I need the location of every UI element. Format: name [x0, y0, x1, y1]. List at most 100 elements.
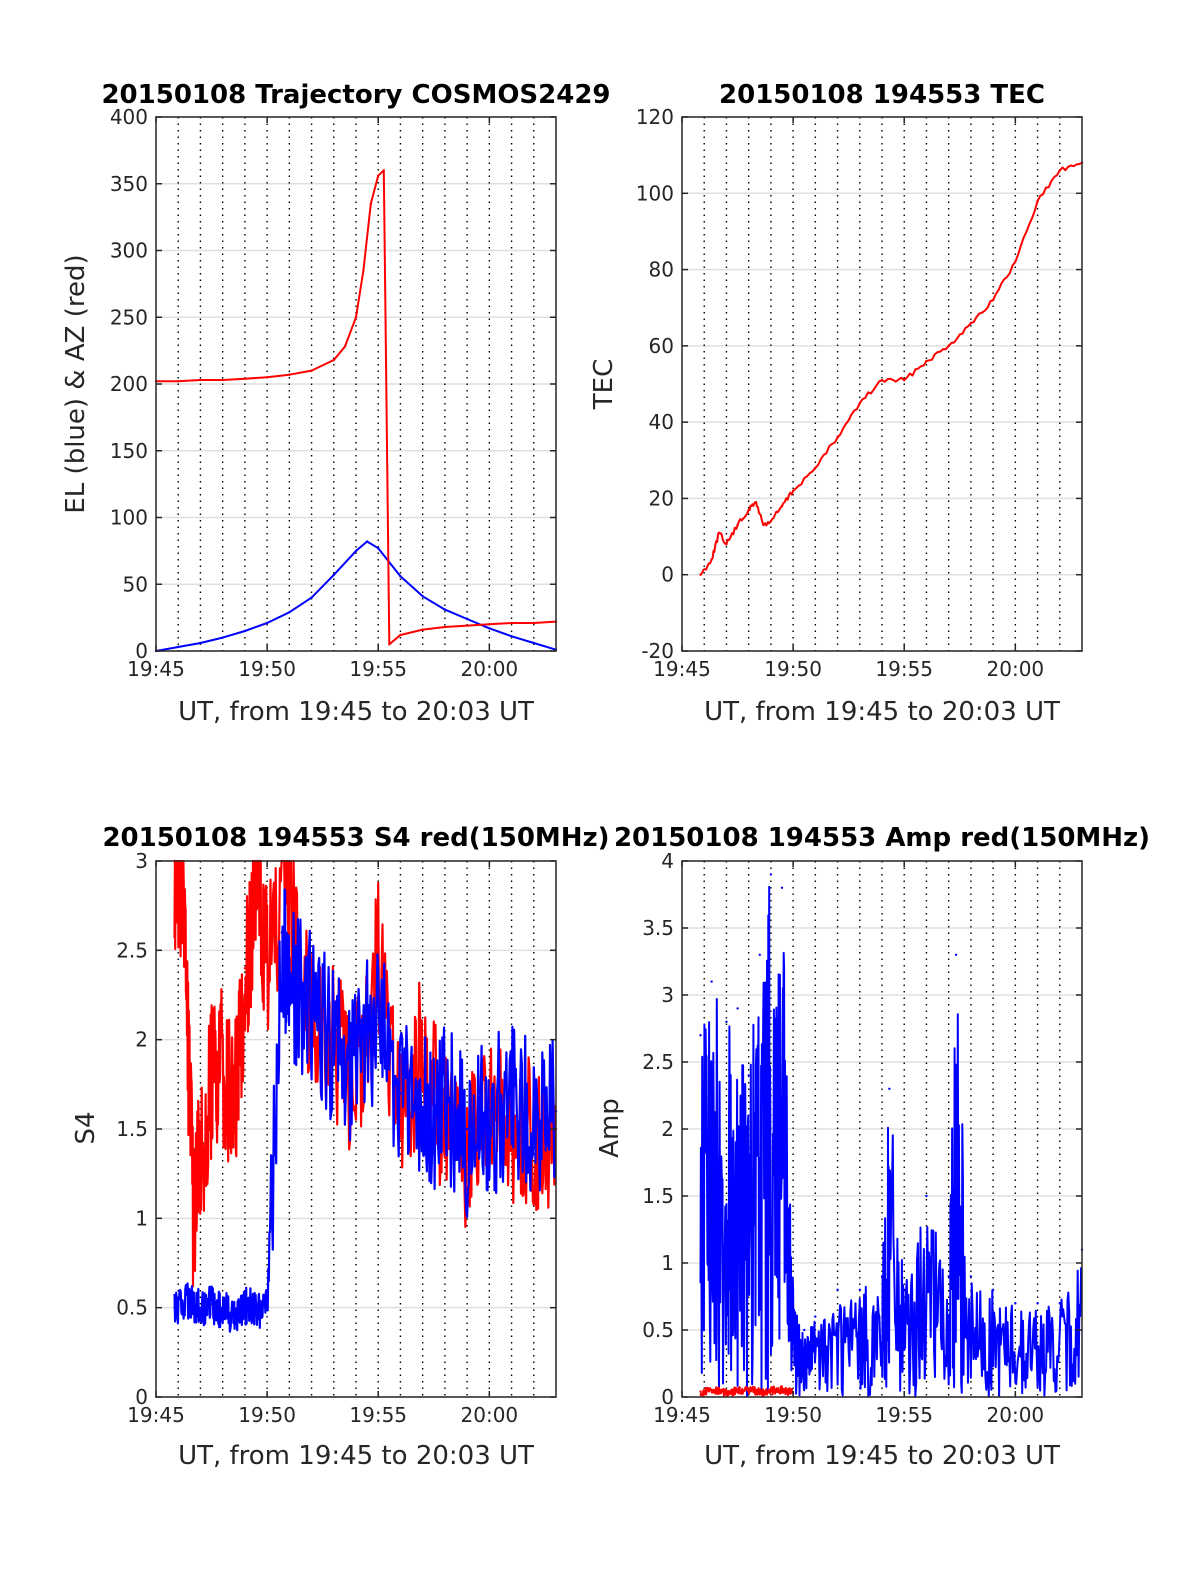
data-point	[1014, 1302, 1017, 1305]
series-trace-s4-1	[173, 888, 557, 1333]
x-tick-label: 19:55	[349, 1403, 407, 1427]
data-point	[758, 953, 761, 956]
y-tick-label: 200	[110, 372, 148, 396]
data-point	[382, 169, 385, 172]
x-tick-label: 19:55	[875, 657, 933, 681]
y-tick-label: 2.5	[642, 1050, 674, 1074]
series-trace-amp-1	[699, 1385, 794, 1397]
chart-title-s4: 20150108 194553 S4 red(150MHz)	[102, 823, 609, 853]
series-line-tec-0	[699, 161, 1083, 576]
data-point	[969, 1275, 973, 1278]
data-point	[747, 1387, 750, 1391]
data-point	[265, 621, 269, 625]
y-tick-label: 40	[649, 410, 674, 434]
data-point	[399, 575, 402, 578]
data-point	[532, 1109, 535, 1113]
y-tick-label: 2	[661, 1117, 674, 1141]
data-point	[369, 202, 372, 205]
data-point	[343, 345, 347, 348]
data-point	[365, 540, 369, 543]
x-tick-label: 19:50	[238, 1403, 296, 1427]
data-point	[399, 1092, 402, 1095]
y-axis-label-trajectory: EL (blue) & AZ (red)	[61, 254, 91, 513]
data-point	[221, 1306, 224, 1309]
data-point	[1036, 1302, 1039, 1305]
data-point	[191, 1199, 195, 1202]
data-point	[1014, 260, 1017, 264]
data-point	[880, 379, 884, 382]
data-point	[769, 873, 773, 876]
data-point	[199, 1145, 202, 1149]
data-point	[858, 401, 861, 405]
y-tick-label: 0	[661, 1385, 674, 1409]
y-tick-label: 80	[649, 258, 674, 282]
y-tick-label: 50	[123, 572, 148, 596]
data-point	[762, 523, 765, 527]
data-point	[836, 1288, 839, 1292]
data-point	[725, 1020, 728, 1023]
data-point	[377, 174, 380, 177]
y-tick-label: 0.5	[116, 1296, 148, 1320]
data-point	[332, 358, 335, 362]
data-point	[232, 1310, 235, 1313]
y-tick-label: 4	[661, 849, 674, 873]
y-axis-label-s4: S4	[71, 1111, 101, 1144]
data-point	[699, 1034, 702, 1037]
data-point	[465, 624, 469, 627]
y-axis-label-amp: Amp	[595, 1098, 625, 1158]
data-point	[947, 344, 950, 348]
data-point	[310, 596, 313, 599]
data-point	[421, 1038, 424, 1041]
data-point	[377, 1002, 380, 1006]
data-point	[747, 1074, 750, 1077]
data-point	[465, 1127, 469, 1131]
data-point	[388, 643, 391, 646]
data-point	[754, 501, 758, 504]
data-point	[221, 1056, 224, 1059]
data-point	[780, 1387, 784, 1391]
x-axis-label-amp: UT, from 19:45 to 20:03 UT	[704, 1441, 1060, 1471]
data-point	[243, 967, 247, 970]
data-point	[199, 378, 202, 382]
x-tick-label: 19:45	[127, 657, 185, 681]
y-tick-label: 1	[661, 1251, 674, 1275]
x-axis-label-tec: UT, from 19:45 to 20:03 UT	[704, 697, 1060, 727]
chart-title-tec: 20150108 194553 TEC	[719, 80, 1045, 110]
data-point	[903, 1288, 906, 1292]
x-axis-label-trajectory: UT, from 19:45 to 20:03 UT	[178, 697, 534, 727]
y-tick-label: 0.5	[642, 1318, 674, 1342]
y-tick-label: 150	[110, 439, 148, 463]
x-tick-label: 20:00	[461, 1403, 519, 1427]
data-point	[769, 1389, 773, 1392]
x-tick-label: 19:45	[653, 657, 711, 681]
data-point	[969, 321, 973, 325]
data-point	[288, 967, 291, 970]
data-point	[510, 635, 513, 638]
data-point	[736, 1007, 739, 1010]
data-point	[377, 949, 380, 952]
y-tick-label: 20	[649, 486, 674, 510]
y-tick-label: 1.5	[116, 1117, 148, 1141]
data-point	[421, 628, 424, 631]
data-point	[903, 379, 906, 382]
x-tick-label: 19:45	[653, 1403, 711, 1427]
data-point	[710, 558, 713, 561]
y-tick-label: 2.5	[116, 938, 148, 962]
data-point	[421, 595, 424, 598]
data-point	[354, 316, 358, 319]
data-point	[288, 895, 291, 898]
series-trace-amp-0	[699, 885, 1083, 1398]
data-point	[465, 1145, 469, 1149]
y-tick-label: 2	[135, 1028, 148, 1052]
data-point	[888, 1087, 891, 1091]
data-point	[488, 1109, 491, 1113]
data-point	[243, 629, 247, 633]
y-tick-label: 1.5	[642, 1184, 674, 1208]
chart-title-trajectory: 20150108 Trajectory COSMOS2429	[101, 80, 610, 110]
x-tick-label: 20:00	[987, 1403, 1045, 1427]
x-tick-label: 19:50	[238, 657, 296, 681]
data-point	[232, 1109, 235, 1113]
data-point	[1036, 199, 1039, 203]
data-point	[1058, 1302, 1062, 1305]
data-point	[714, 1389, 717, 1392]
